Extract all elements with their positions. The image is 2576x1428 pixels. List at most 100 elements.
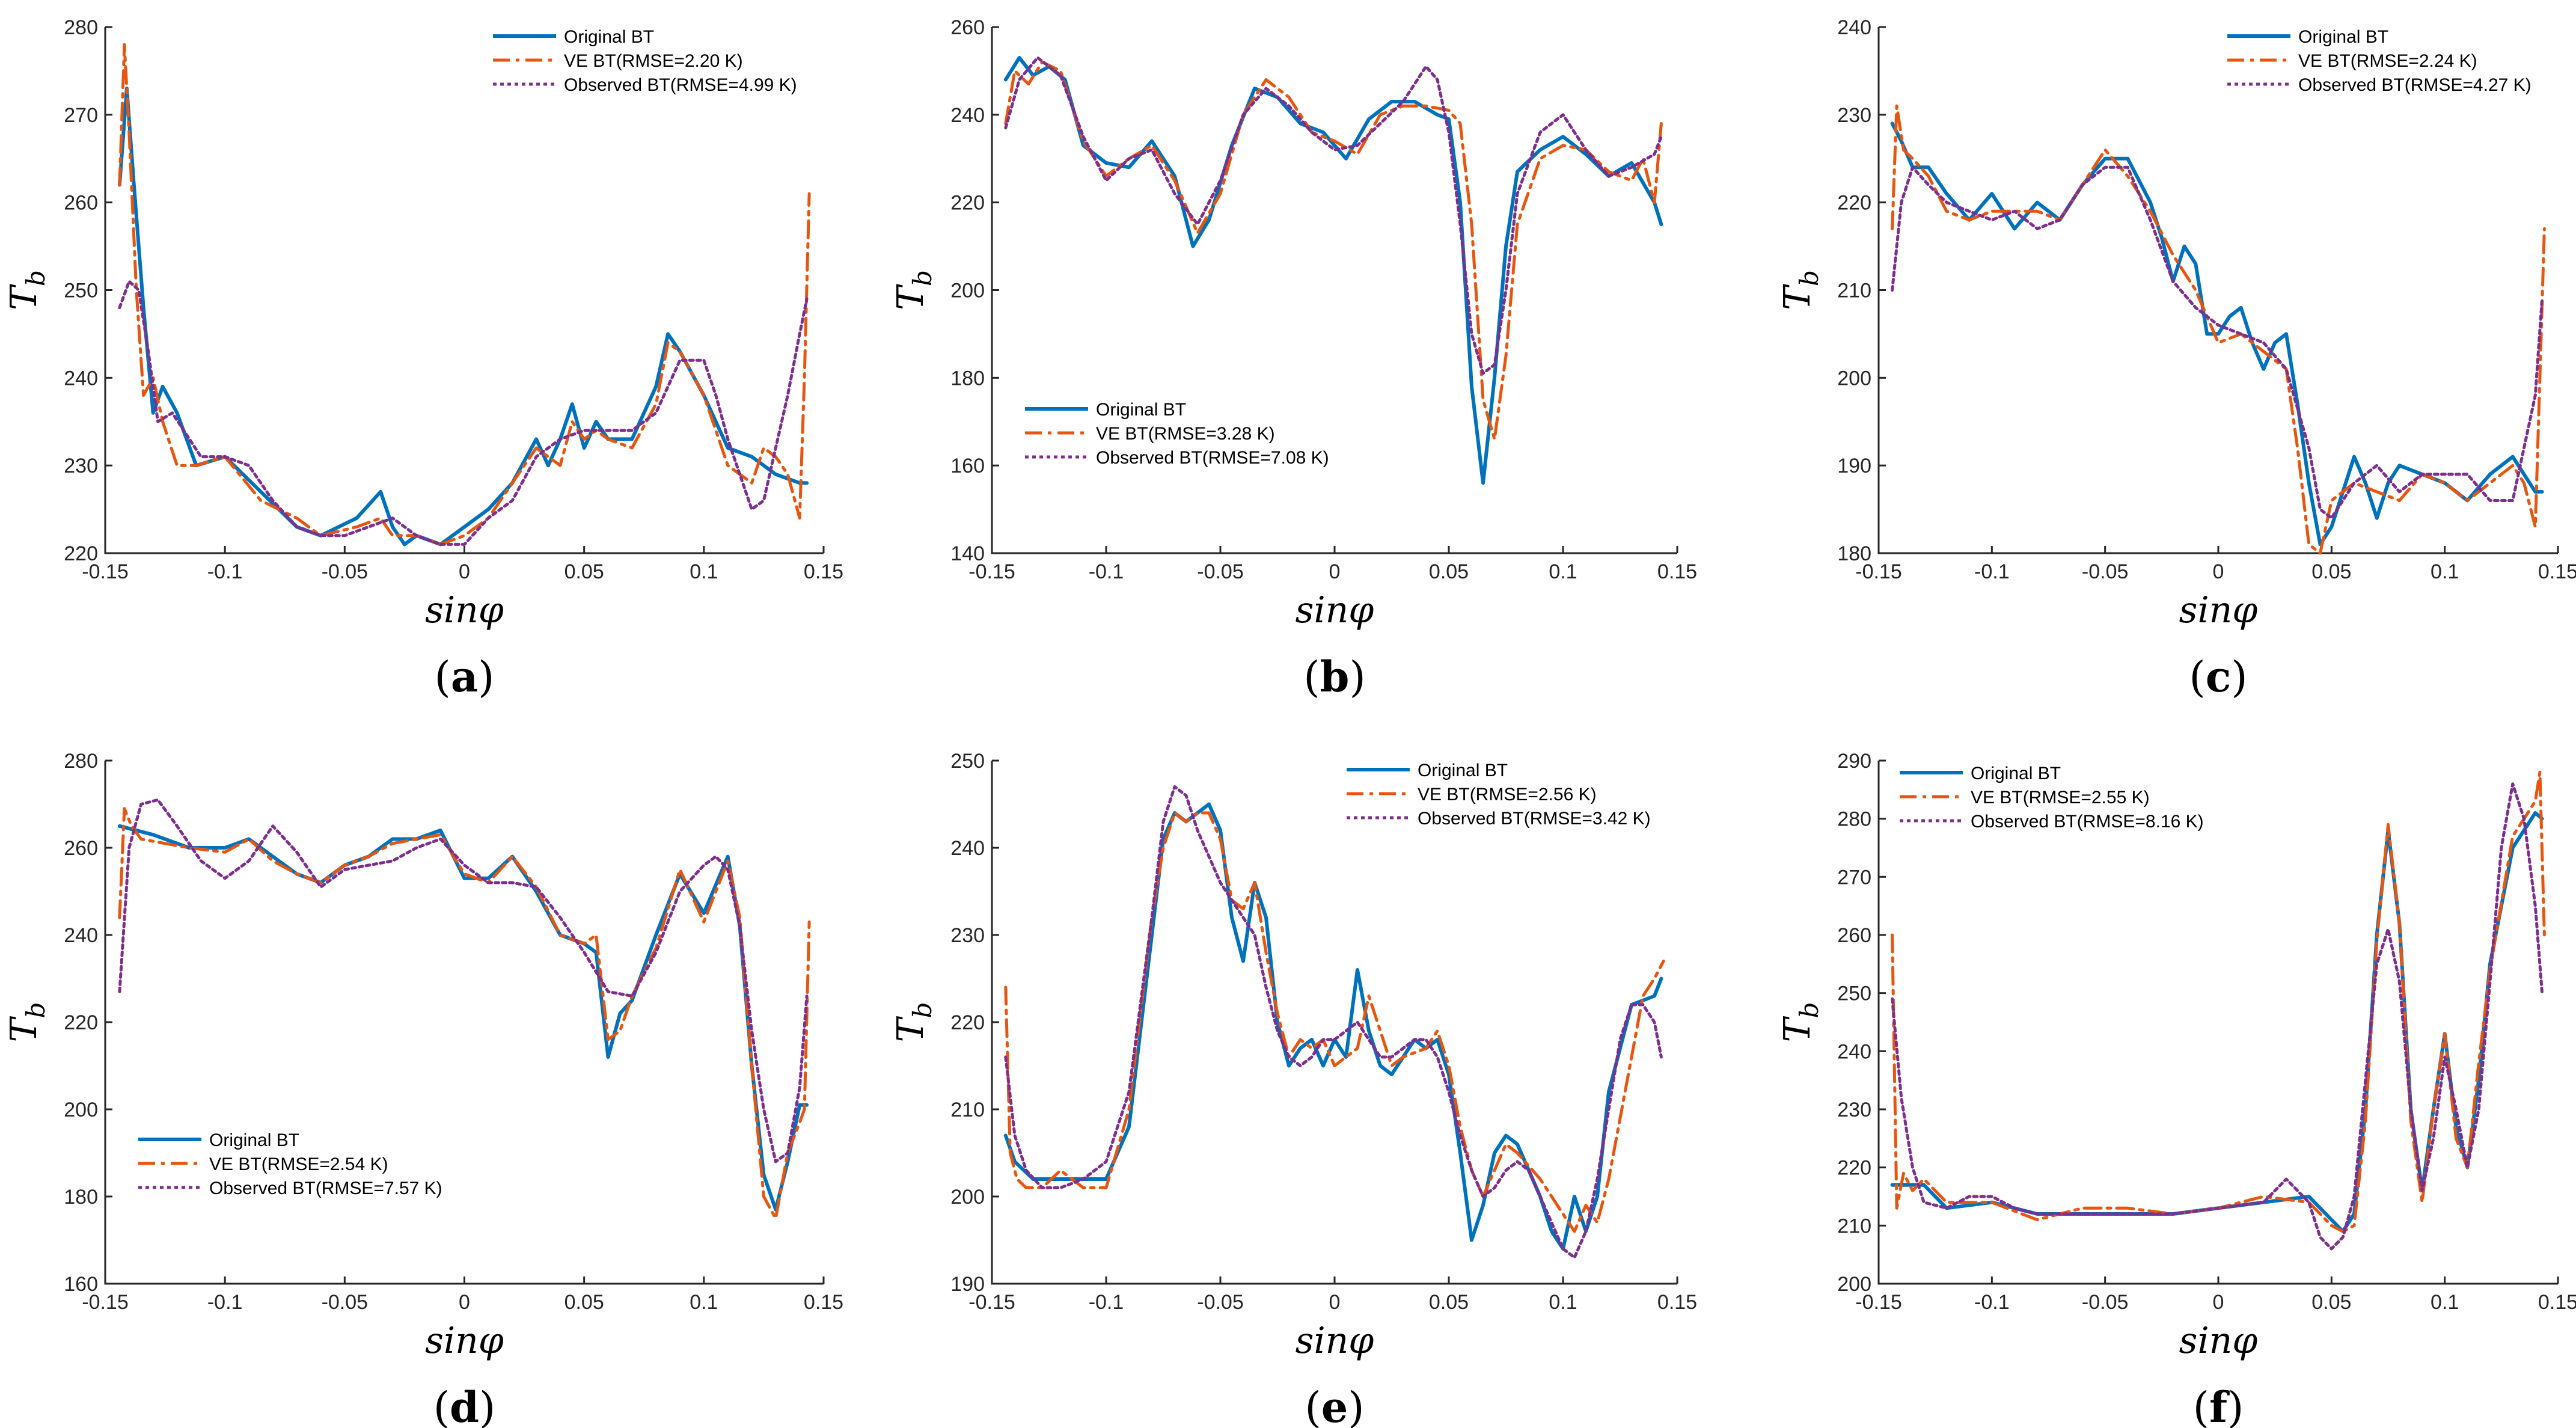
x-tick-label: -0.05 [2082,1291,2129,1314]
panel-label: (d) [433,1382,496,1428]
panel-label-close: ) [1348,1383,1364,1428]
legend-entry: Observed BT(RMSE=8.16 K) [1971,812,2204,832]
x-tick-label: -0.15 [1855,1291,1902,1314]
panel-label-letter: a [451,652,478,702]
x-tick-label: 0.15 [804,560,843,583]
y-tick-label: 240 [1837,16,1871,39]
panel-label-letter: d [450,1382,479,1428]
x-tick-label: 0.15 [2538,1291,2576,1314]
panel-label: (f) [2193,1382,2244,1428]
x-axis-title-text: sin [2179,1320,2233,1362]
chart-panel-c: -0.15 -0.1 -0.05 0 0.05 0.1 0.15 180 190 200 210 22… [1776,16,2576,702]
x-axis-title: sinφ [1296,1320,1374,1362]
y-tick-label: 250 [64,280,98,302]
y-tick-label: 240 [1837,1040,1871,1063]
x-tick-label: 0.15 [804,1291,843,1314]
panel-label-close: ) [479,1383,495,1428]
x-tick-label: -0.05 [322,1291,369,1314]
x-tick-label: 0 [1329,560,1341,583]
x-tick-label: 0 [1329,1291,1341,1314]
y-axis-title-subscript: b [21,1002,50,1019]
legend-entry: Original BT [564,27,654,47]
y-tick-label: 280 [64,750,98,773]
legend: Original BT VE BT(RMSE=2.56 K) Observed BT… [1347,761,1651,829]
x-axis-title-symbol: φ [479,1320,504,1362]
legend-entry: VE BT(RMSE=2.55 K) [1971,788,2150,807]
y-tick-label: 270 [64,104,98,127]
y-axis-title-subscript: b [1794,1002,1824,1019]
x-axis-title: sinφ [2179,589,2258,631]
y-tick-label: 240 [64,924,98,947]
x-tick-label: -0.1 [1089,560,1124,583]
x-axis-title-text: sin [425,589,479,631]
series-line-original-bt [117,824,809,1212]
y-tick-label: 210 [1837,280,1871,302]
x-tick-label: 0.05 [1429,560,1469,583]
x-tick-label: 0.05 [2311,560,2351,583]
y-tick-label: 200 [950,280,985,302]
y-tick-label: 160 [64,1273,98,1296]
panel-label: (a) [435,652,495,702]
x-axis-title-symbol: φ [479,589,504,631]
y-tick-label: 240 [64,367,98,390]
x-tick-label: 0.1 [690,1291,718,1314]
series-line-ve-bt [118,807,811,1220]
x-axis-title: sinφ [2179,1320,2258,1362]
y-tick-label: 200 [950,1186,985,1209]
y-axis-title-subscript: b [908,1002,937,1019]
x-tick-label: 0.1 [1549,1291,1577,1314]
x-axis-title-symbol: φ [1348,1320,1374,1362]
y-tick-label: 140 [950,542,985,565]
panel-label-close: ) [2231,652,2247,702]
legend: Original BT VE BT(RMSE=2.55 K) Observed BT… [1900,764,2204,832]
legend-entry: Original BT [1971,764,2061,783]
y-axis-title-text: T [3,1016,45,1042]
y-axis-title: Tb [3,270,50,310]
y-axis-title-subscript: b [1794,270,1824,286]
y-tick-label: 210 [950,1099,985,1121]
panel-label-open: ( [2189,652,2205,702]
panel-label: (e) [1305,1382,1364,1428]
legend-entry: Observed BT(RMSE=3.42 K) [1418,809,1651,829]
x-tick-label: -0.1 [207,560,243,583]
panel-label-close: ) [2227,1383,2244,1428]
x-tick-label: -0.1 [1974,560,2010,583]
y-tick-label: 220 [64,542,98,565]
x-axis-title-symbol: φ [2232,589,2257,631]
x-tick-label: -0.15 [968,560,1015,583]
x-tick-label: -0.15 [968,1291,1015,1314]
y-axis-title-subscript: b [21,270,50,286]
legend-entry: Original BT [1418,761,1508,780]
series-line-ve-bt [1891,770,2546,1233]
x-tick-label: -0.05 [322,560,369,583]
x-tick-label: -0.05 [1197,1291,1244,1314]
legend-entry: Observed BT(RMSE=4.99 K) [564,75,797,95]
y-tick-label: 230 [1837,104,1871,127]
legend-entry: Original BT [2298,27,2388,47]
x-tick-label: 0 [2213,560,2224,583]
y-axis-title-subscript: b [908,270,937,286]
y-tick-label: 210 [1837,1215,1871,1237]
series-line-original-bt [1003,56,1663,485]
panel-label: (b) [1303,652,1366,702]
legend-entry: Observed BT(RMSE=7.57 K) [209,1178,442,1198]
x-tick-label: 0.05 [564,560,604,583]
series-line-observed-bt [1891,165,2544,520]
legend-entry: VE BT(RMSE=2.20 K) [564,51,743,71]
legend-entry: VE BT(RMSE=2.54 K) [209,1154,388,1174]
x-tick-label: -0.05 [1197,560,1244,583]
x-tick-label: -0.1 [207,1291,243,1314]
y-tick-label: 280 [64,16,98,39]
series-line-observed-bt [1891,782,2544,1251]
x-axis-title-text: sin [1296,589,1349,631]
y-tick-label: 220 [1837,192,1871,215]
x-axis-title: sinφ [425,1320,504,1362]
x-axis-title-symbol: φ [1348,589,1374,631]
x-tick-label: -0.05 [2082,560,2129,583]
series-line-observed-bt [118,280,809,546]
x-tick-label: 0.1 [2431,560,2459,583]
legend-entry: VE BT(RMSE=2.56 K) [1418,785,1597,804]
x-tick-label: 0 [459,560,470,583]
